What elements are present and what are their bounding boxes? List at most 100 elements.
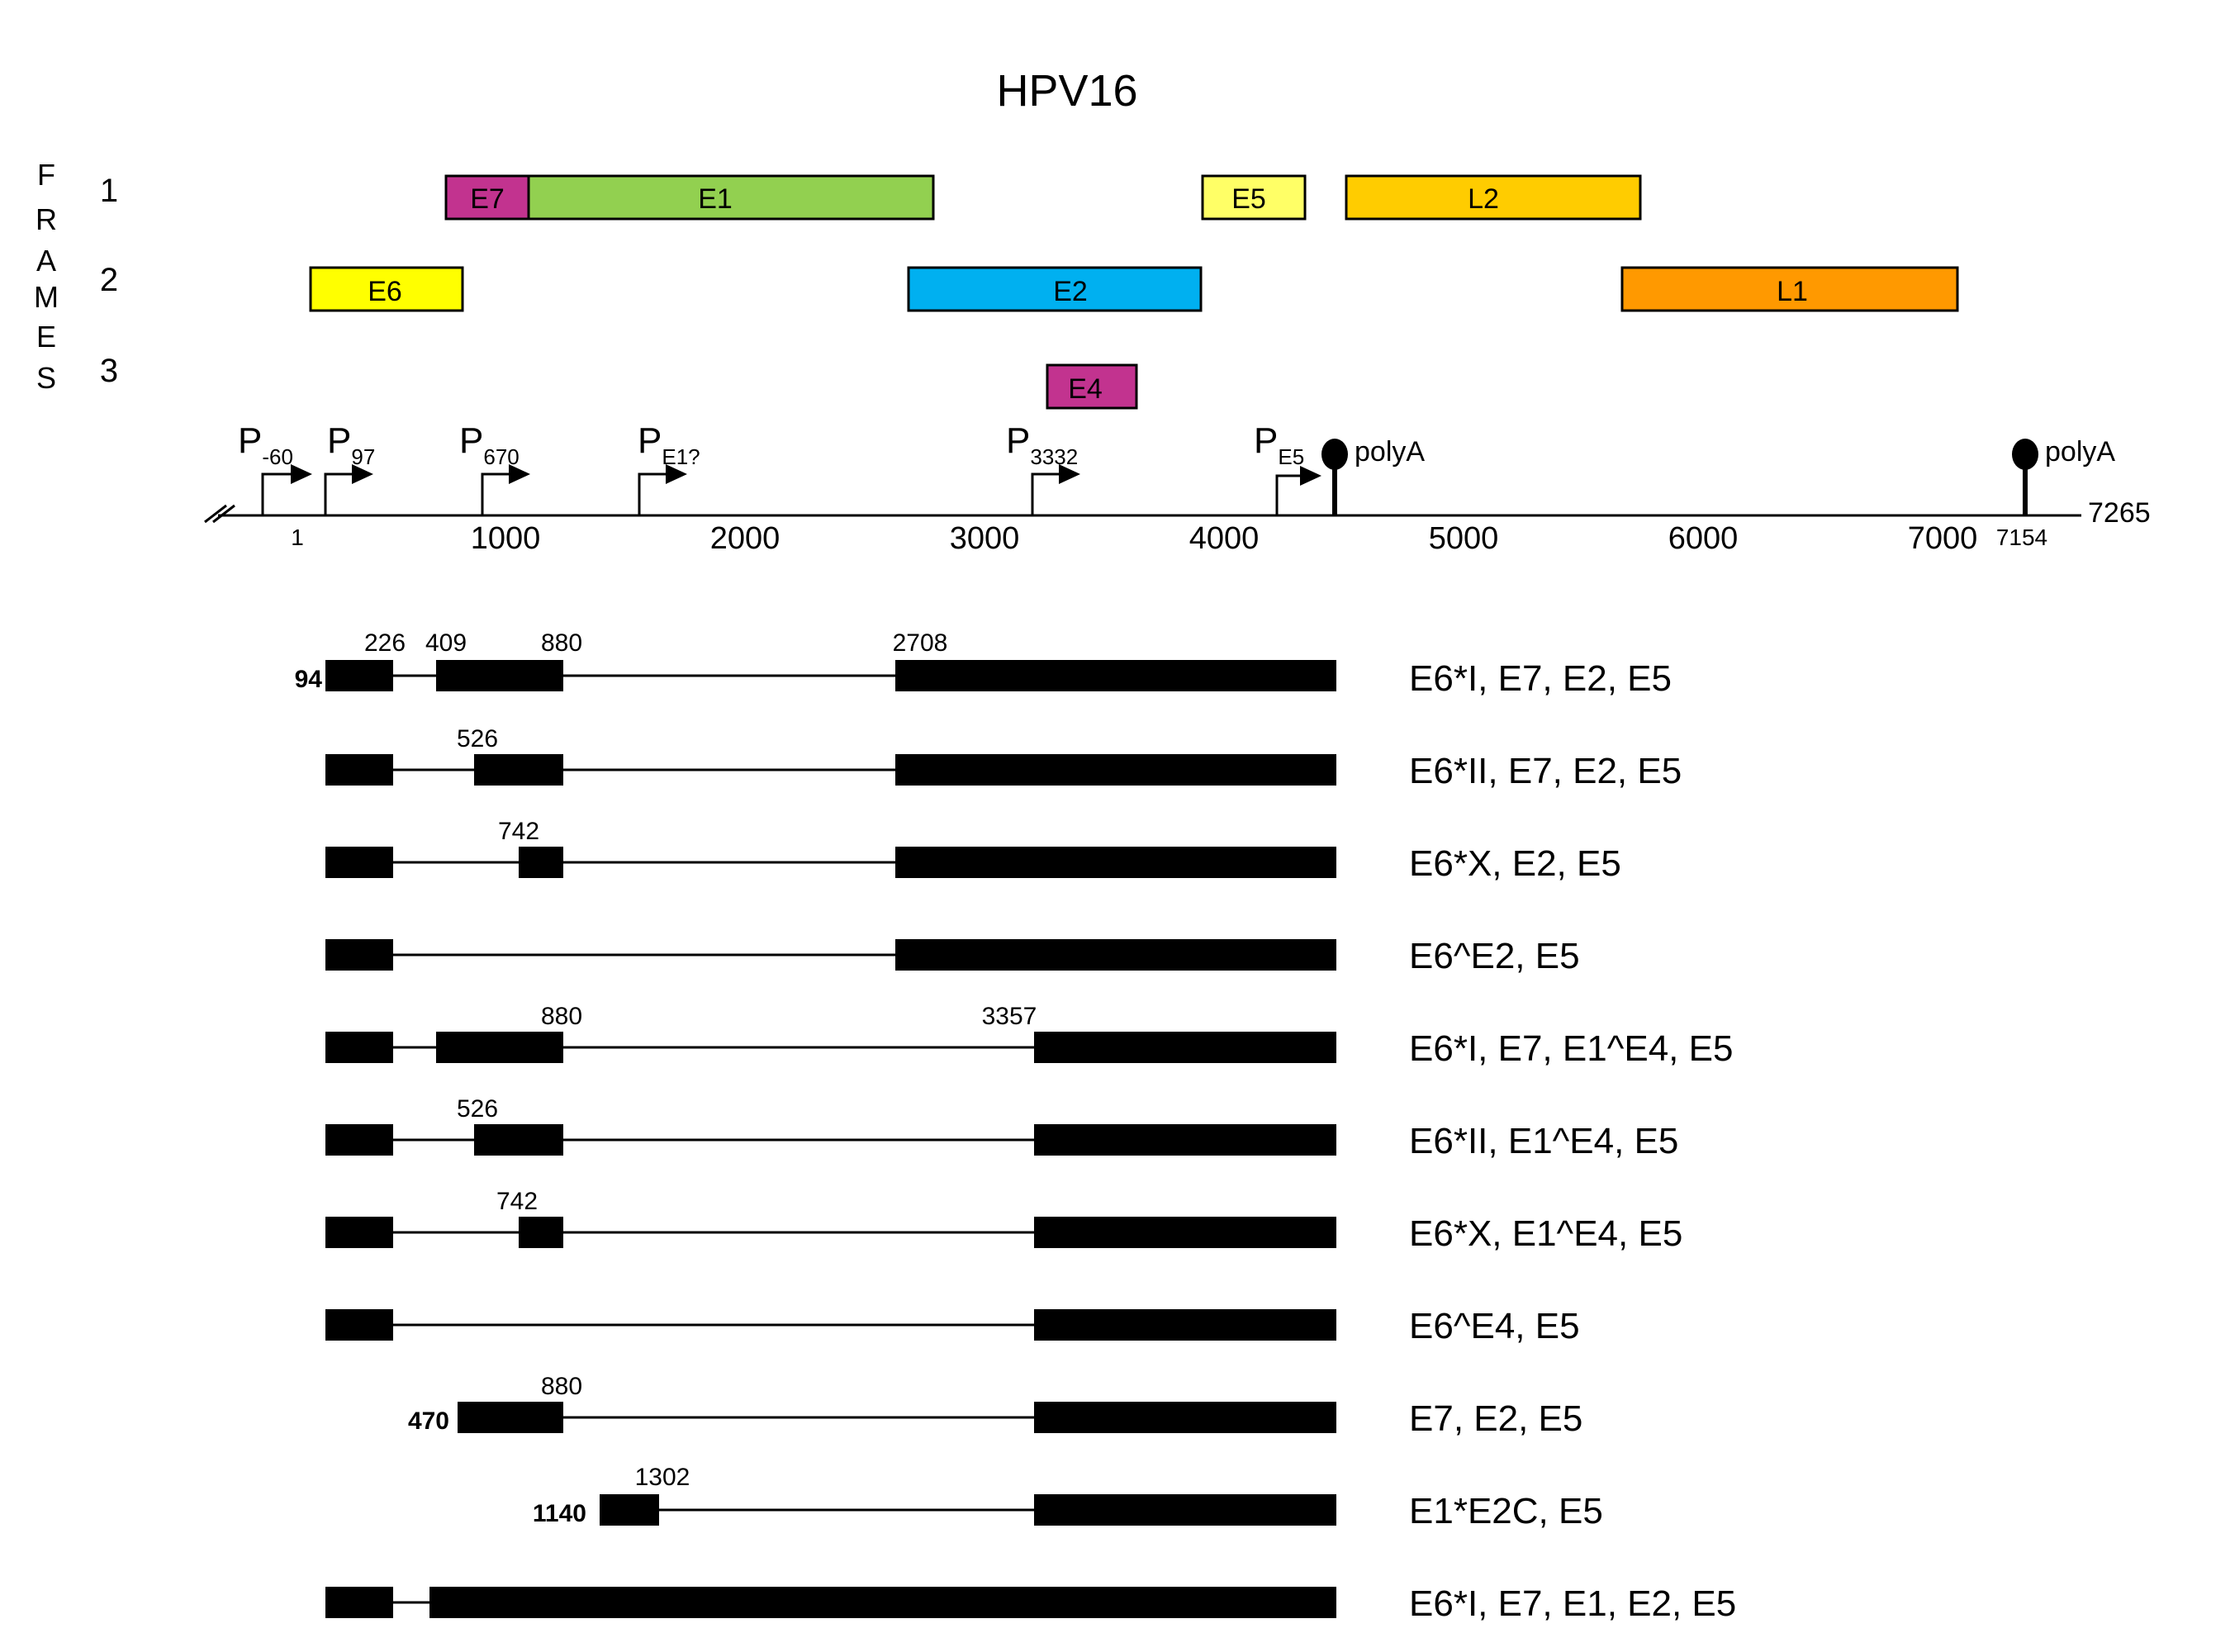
splice-coordinate: 526 [457, 725, 498, 752]
orf-label-e6: E6 [368, 276, 402, 307]
transcript-6: 526 E6*II, E1^E4, E5 [325, 1095, 1678, 1161]
promoter-arrowhead [1300, 466, 1321, 486]
exon-block [519, 847, 563, 878]
transcript-product-label: E7, E2, E5 [1409, 1398, 1582, 1439]
axis-tick-6000: 6000 [1668, 521, 1739, 556]
promoter-pe5: PE5 [1254, 420, 1321, 515]
promoter-arrowhead [666, 464, 687, 484]
axis-break-mark [212, 504, 235, 524]
splice-coordinate: 2708 [893, 629, 948, 657]
promoter-arrow [261, 472, 296, 515]
polya-label: polyA [1355, 436, 1425, 468]
exon-block [429, 1587, 1336, 1618]
promoter-sub: -60 [262, 444, 293, 469]
orf-box-l1 [1620, 266, 1959, 312]
promoter-arrow [638, 472, 671, 515]
exon-block [325, 1587, 393, 1618]
transcript-5: 880 3357 E6*I, E7, E1^E4, E5 [325, 1003, 1733, 1069]
promoter-main: P [638, 420, 662, 461]
exon-block [1034, 1217, 1336, 1248]
transcript-4: E6^E2, E5 [325, 936, 1580, 976]
exon-block [325, 1217, 393, 1248]
promoter-main: P [459, 420, 483, 461]
transcript-product-label: E6^E4, E5 [1409, 1306, 1580, 1346]
transcript-product-label: E6*II, E7, E2, E5 [1409, 751, 1682, 791]
exon-block [325, 1124, 393, 1156]
promoter-arrowhead [352, 464, 373, 484]
orf-box-l2 [1345, 174, 1642, 221]
exon-block [325, 1032, 393, 1063]
promoter-p97: P97 [324, 420, 375, 515]
orf-box-e1 [527, 174, 935, 221]
frames-letter: M [34, 280, 59, 314]
start-coordinate: 1140 [533, 1500, 586, 1527]
promoter-sub: E5 [1278, 444, 1304, 469]
transcript-9: 470 880 E7, E2, E5 [408, 1373, 1582, 1439]
frame-number-2: 2 [100, 262, 118, 298]
transcript-product-label: E1*E2C, E5 [1409, 1491, 1603, 1531]
genome-axis: 1 1000 2000 3000 4000 5000 6000 7000 715… [204, 497, 2151, 556]
axis-tick-7000: 7000 [1908, 521, 1978, 556]
frames-letter: A [36, 244, 56, 278]
splice-coordinate: 880 [541, 1373, 582, 1400]
transcript-product-label: E6*I, E7, E1^E4, E5 [1409, 1028, 1733, 1069]
orf-box-e2 [907, 266, 1203, 312]
transcript-product-label: E6*X, E2, E5 [1409, 843, 1621, 884]
transcript-product-label: E6*I, E7, E2, E5 [1409, 658, 1672, 699]
promoter-main: P [327, 420, 351, 461]
promoter-arrowhead [509, 464, 530, 484]
promoter-p-60: P-60 [238, 420, 312, 515]
exon-block [1034, 1494, 1336, 1526]
exon-block [600, 1494, 659, 1526]
transcripts: 94 226 409 880 2708 E6*I, E7, E2, E5 526… [295, 629, 1737, 1624]
splice-coordinate: 3357 [982, 1003, 1037, 1030]
orf-box-e6 [309, 266, 464, 312]
promoter-arrowhead [291, 464, 312, 484]
transcript-8: E6^E4, E5 [325, 1306, 1580, 1346]
exon-block [458, 1402, 563, 1433]
exon-block [1034, 1032, 1336, 1063]
orf-boxes: E7 E1 E5 L2 E6 E2 L1 E4 [309, 174, 1959, 410]
promoter-label: PE1? [638, 420, 700, 469]
exon-block [325, 939, 393, 971]
promoter-label: P670 [459, 420, 520, 469]
exon-block [519, 1217, 563, 1248]
frames-letter: R [36, 202, 57, 236]
transcript-product-label: E6^E2, E5 [1409, 936, 1580, 976]
promoter-p670: P670 [459, 420, 530, 515]
polya-label: polyA [2045, 436, 2115, 468]
transcript-2: 526 E6*II, E7, E2, E5 [325, 725, 1682, 791]
splice-coordinate: 226 [364, 629, 406, 657]
orf-label-e7: E7 [470, 183, 505, 215]
exon-block [436, 1032, 563, 1063]
exon-block [436, 660, 563, 691]
exon-block [1034, 1124, 1336, 1156]
promoter-pe1: PE1? [638, 420, 700, 515]
promoter-main: P [1006, 420, 1030, 461]
start-coordinate: 94 [295, 666, 323, 693]
promoter-label: P3332 [1006, 420, 1078, 469]
axis-end-label: 7265 [2088, 497, 2151, 529]
frame-numbers: 1 2 3 [100, 173, 118, 389]
frame-number-1: 1 [100, 173, 118, 209]
axis-tick-5000: 5000 [1429, 521, 1499, 556]
polya-signals: polyA polyA [1321, 436, 2115, 515]
exon-block [895, 939, 1336, 971]
splice-coordinate: 880 [541, 629, 582, 657]
transcript-11: E6*I, E7, E1, E2, E5 [325, 1583, 1736, 1624]
orf-label-e2: E2 [1053, 276, 1088, 307]
orf-label-l2: L2 [1468, 183, 1499, 215]
splice-coordinate: 1302 [635, 1464, 690, 1491]
promoter-main: P [1254, 420, 1278, 461]
exon-block [325, 1309, 393, 1341]
promoter-sub: E1? [662, 444, 700, 469]
exon-block [895, 754, 1336, 786]
promoters: P-60 P97 P670 PE1? P3332 PE5 [238, 420, 1321, 515]
polya-marker-icon [1321, 439, 1348, 470]
polya-late: polyA [2012, 436, 2115, 515]
polya-early: polyA [1321, 436, 1425, 515]
exon-block [895, 847, 1336, 878]
promoter-label: P97 [327, 420, 375, 469]
orf-label-e4: E4 [1068, 373, 1103, 405]
